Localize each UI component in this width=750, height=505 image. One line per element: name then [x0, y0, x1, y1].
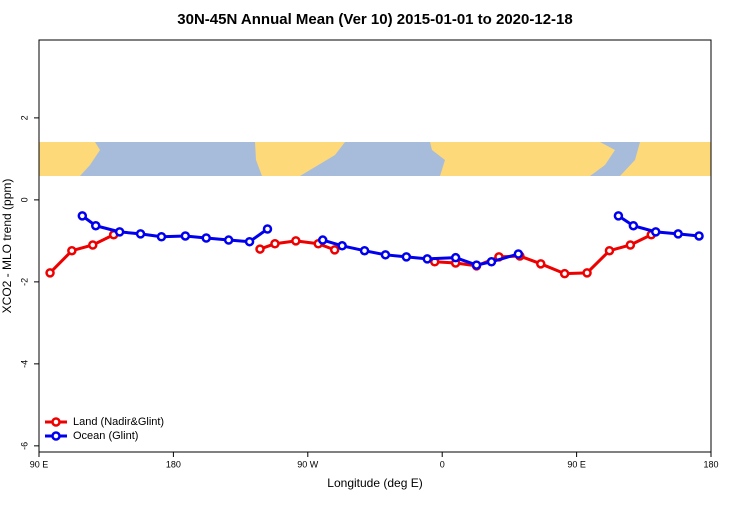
legend-marker [51, 431, 61, 441]
point [650, 227, 661, 237]
x-tick-label: 180 [703, 459, 718, 469]
point [329, 245, 340, 255]
x-tick-label: 90 E [30, 459, 49, 469]
legend-label: Land (Nadir&Glint) [73, 416, 164, 428]
map-band [39, 142, 711, 176]
point [613, 211, 624, 221]
point [694, 231, 704, 241]
legend-marker [51, 417, 61, 427]
y-tick-label: 2 [19, 115, 29, 120]
point [223, 235, 234, 245]
point [422, 254, 433, 264]
point [625, 240, 636, 250]
point [513, 249, 524, 259]
series-line [48, 233, 652, 276]
y-tick-label: -6 [19, 442, 29, 450]
point [255, 244, 265, 254]
point [135, 229, 146, 239]
x-tick-label: 180 [166, 459, 181, 469]
point [559, 268, 570, 279]
point [401, 252, 412, 262]
point [673, 229, 683, 239]
x-tick-label: 90 E [567, 459, 586, 469]
point [114, 227, 125, 237]
point [628, 220, 639, 231]
y-tick-label: 0 [19, 197, 29, 202]
point [262, 224, 273, 234]
point [45, 268, 55, 278]
point [471, 260, 482, 270]
point [536, 259, 546, 269]
point [156, 232, 167, 242]
x-axis-label: Longitude (deg E) [327, 476, 422, 490]
point [88, 240, 98, 250]
plot-frame [38, 39, 712, 453]
point [270, 238, 280, 249]
y-tick-label: -4 [19, 360, 29, 368]
point [291, 236, 301, 246]
x-tick-label: 90 W [297, 459, 319, 469]
y-tick-label: -2 [19, 278, 29, 286]
y-axis-label: XCO2 - MLO trend (ppm) [0, 179, 14, 314]
chart-title: 30N-45N Annual Mean (Ver 10) 2015-01-01 … [177, 11, 572, 28]
point [450, 252, 461, 263]
point [77, 211, 88, 221]
point [582, 268, 592, 278]
point [604, 245, 615, 256]
point [380, 250, 391, 260]
point [486, 257, 497, 267]
point [67, 245, 77, 256]
legend-label: Ocean (Glint) [73, 430, 138, 442]
point [244, 236, 255, 247]
point [359, 245, 370, 256]
point [201, 233, 212, 243]
x-tick-label: 0 [440, 459, 445, 469]
point [180, 231, 191, 241]
series-line [81, 214, 700, 267]
point [337, 241, 347, 251]
point [317, 235, 328, 245]
point [90, 220, 101, 231]
